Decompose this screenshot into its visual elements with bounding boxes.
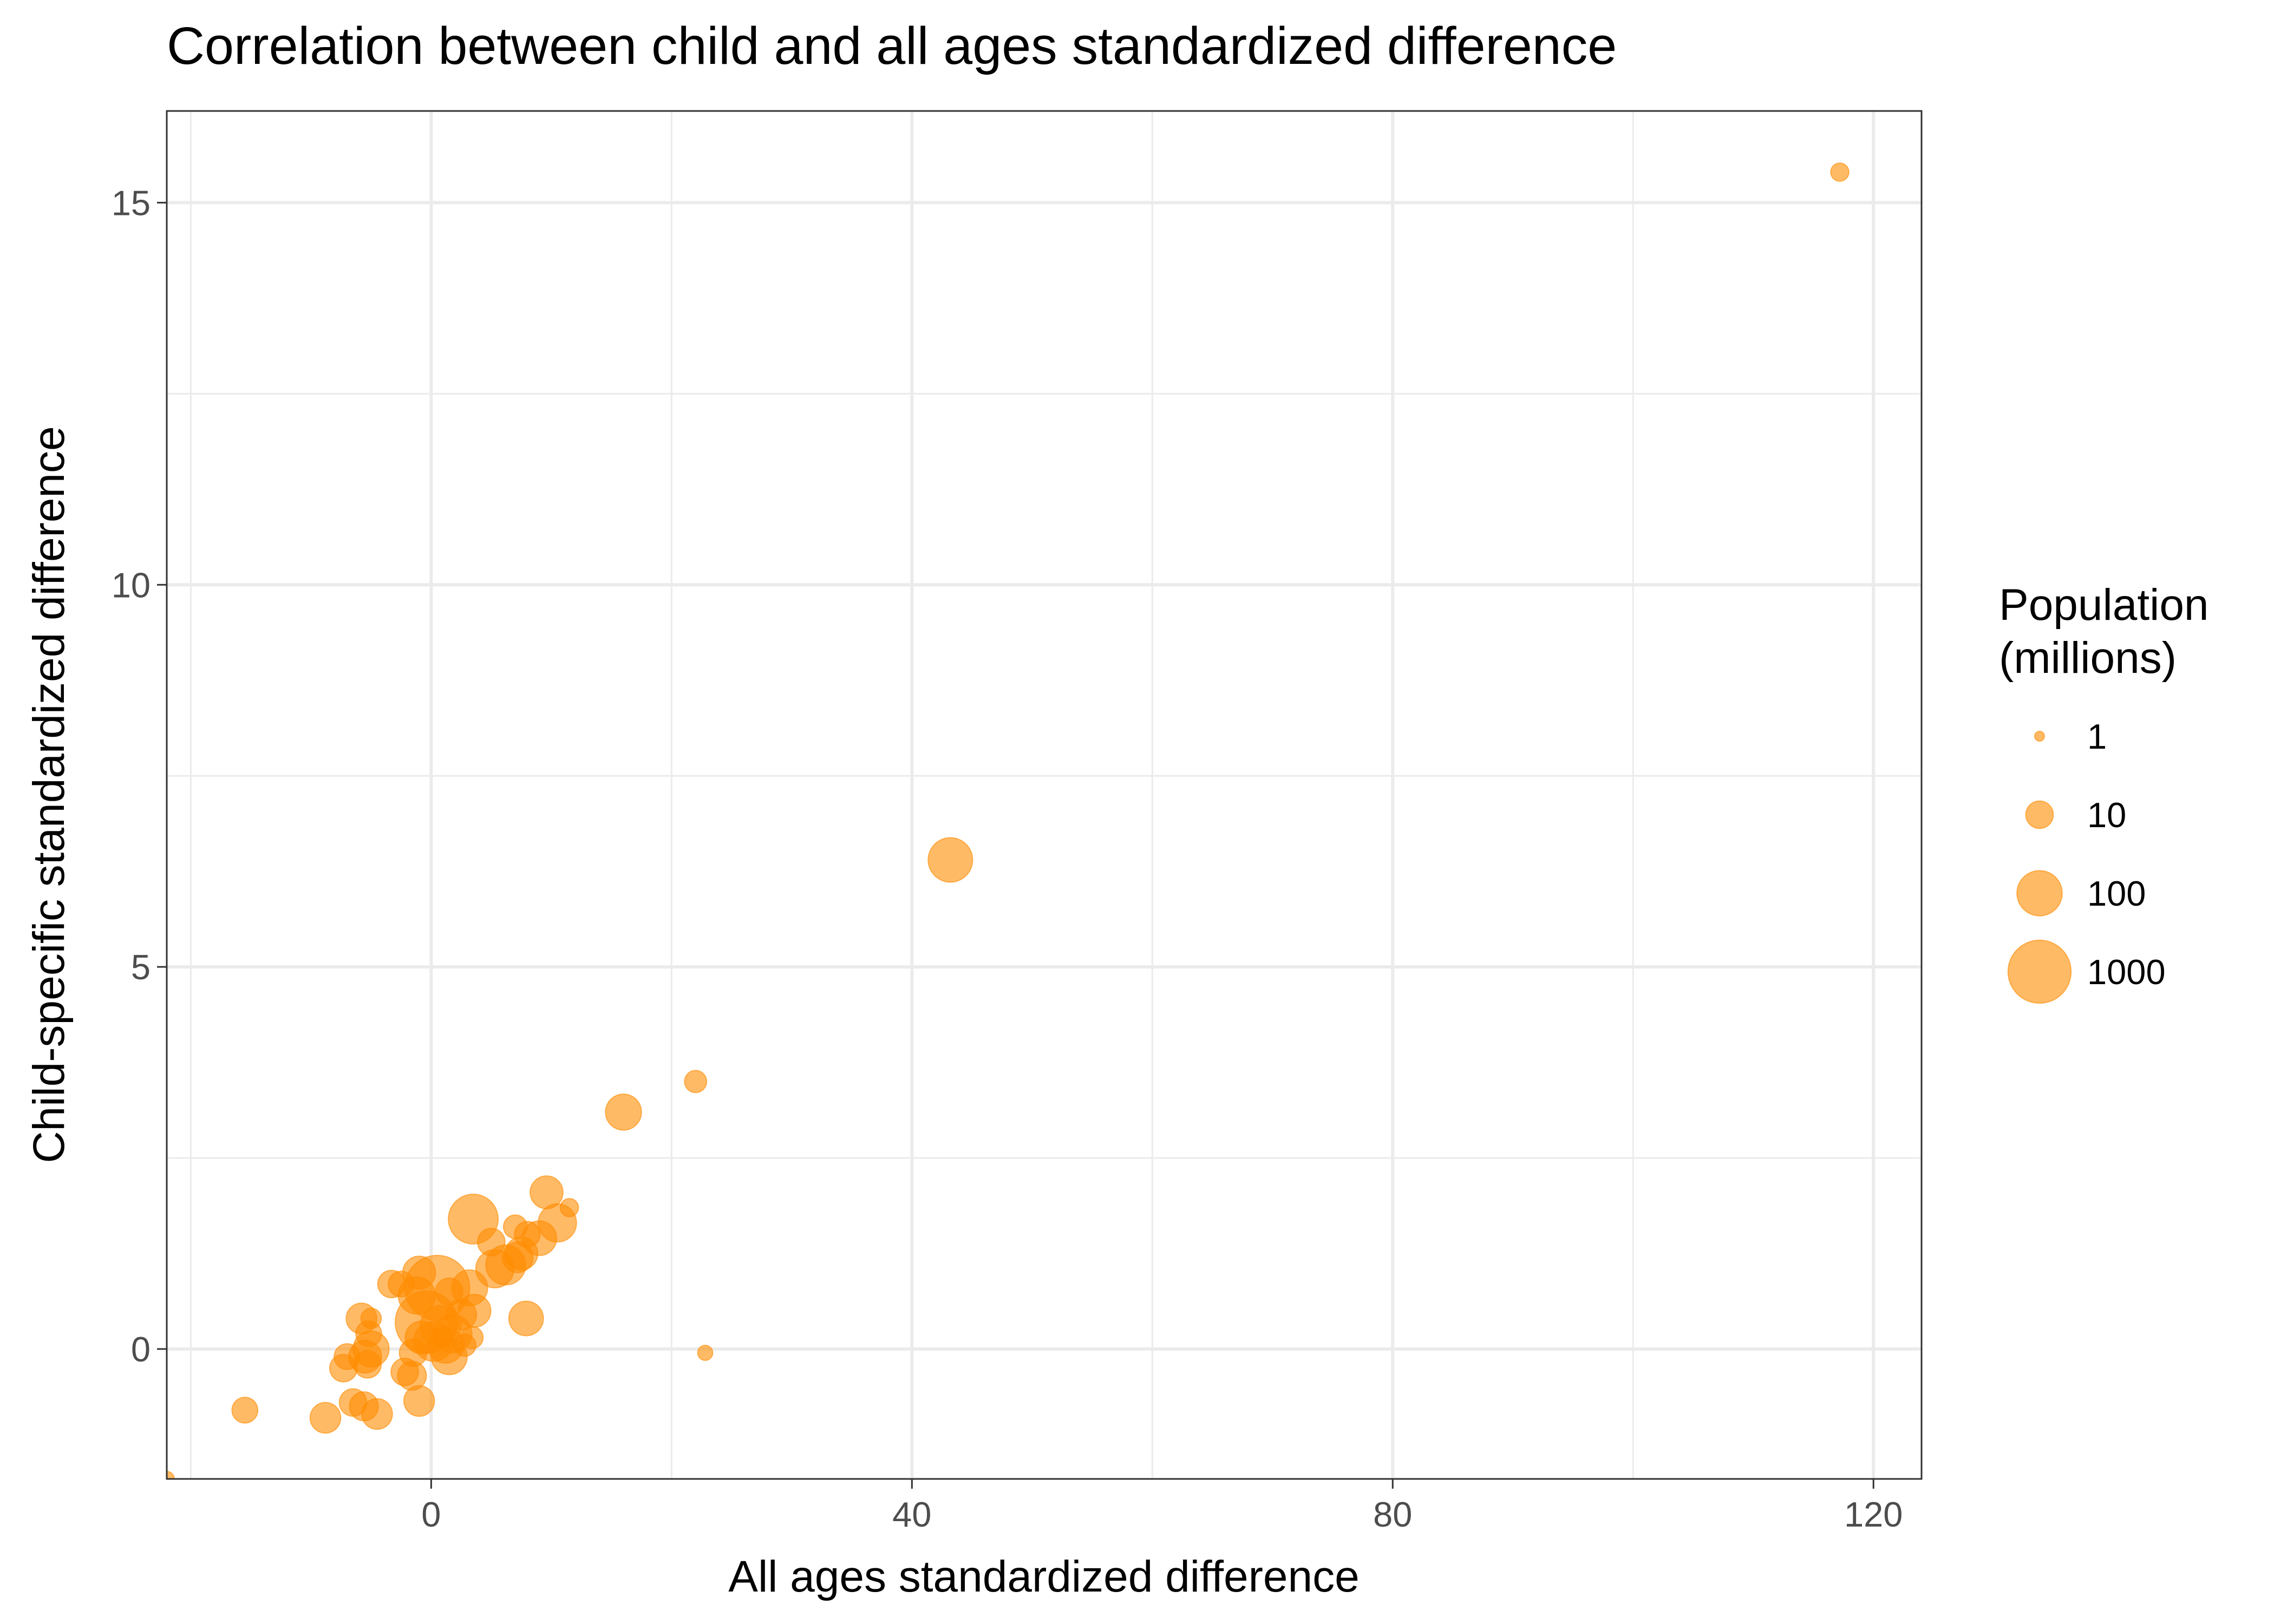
major-gridlines	[167, 111, 1922, 1479]
x-axis-ticks: 0 40 80 120	[421, 1479, 1903, 1534]
data-point	[697, 1345, 714, 1361]
data-point	[559, 1198, 579, 1217]
data-point	[502, 1214, 528, 1239]
data-point	[390, 1357, 419, 1386]
x-tick-label: 80	[1373, 1495, 1412, 1534]
data-points	[167, 162, 1850, 1479]
y-tick-label: 5	[131, 947, 151, 987]
data-point	[453, 1333, 476, 1357]
data-point	[508, 1300, 544, 1337]
legend-key-circle	[2016, 870, 2063, 916]
y-axis-ticks: 0 5 10 15	[112, 183, 167, 1369]
chart-title: Correlation between child and all ages s…	[167, 16, 1617, 75]
legend-label: 10	[2087, 795, 2126, 835]
x-tick-label: 40	[892, 1495, 931, 1534]
legend-keys: 1 10 100 1000	[2007, 717, 2166, 1004]
legend-label: 1	[2087, 717, 2107, 756]
legend-key-circle	[2034, 731, 2045, 742]
x-tick-label: 0	[421, 1495, 441, 1534]
data-point	[435, 1277, 464, 1306]
data-point	[231, 1397, 259, 1424]
minor-gridlines	[167, 111, 1922, 1479]
plot-border	[166, 110, 1923, 1480]
data-point	[309, 1402, 342, 1434]
data-point	[530, 1175, 564, 1209]
x-tick-label: 120	[1844, 1495, 1903, 1534]
y-tick-label: 0	[131, 1330, 151, 1369]
legend-key-circle	[2007, 939, 2072, 1004]
legend-label: 1000	[2087, 952, 2166, 992]
legend-title-line-2: (millions)	[1999, 633, 2177, 683]
legend-title-line-1: Population	[1999, 580, 2209, 630]
y-tick-label: 15	[112, 183, 151, 222]
data-point	[1830, 162, 1850, 182]
data-point	[334, 1343, 361, 1370]
legend-key-circle	[2025, 800, 2054, 829]
data-point	[927, 837, 973, 883]
y-tick-label: 10	[112, 565, 151, 605]
y-axis-title: Child-specific standardized difference	[24, 426, 74, 1163]
legend-label: 100	[2087, 874, 2146, 913]
data-point	[605, 1093, 642, 1131]
data-point	[388, 1271, 415, 1298]
data-point	[476, 1227, 506, 1256]
data-point	[360, 1307, 382, 1330]
data-point	[684, 1070, 708, 1093]
x-axis-title: All ages standardized difference	[728, 1552, 1359, 1601]
legend: Population (millions) 1 10 100 1000	[1999, 580, 2209, 1004]
plot-panel	[167, 111, 1922, 1479]
data-point	[338, 1388, 368, 1417]
